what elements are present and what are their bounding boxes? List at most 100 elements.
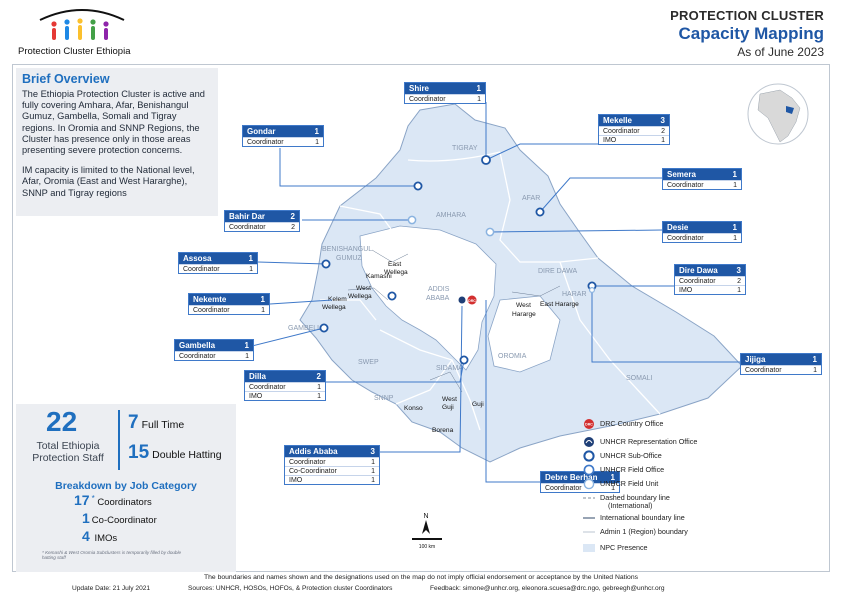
field-office-dilla bbox=[459, 355, 469, 365]
full-time-count: 7 bbox=[128, 412, 139, 433]
role-count: 1 bbox=[249, 266, 253, 273]
zone-label-east-hararge: East Hararge bbox=[540, 301, 579, 308]
legend-label: NPC Presence bbox=[600, 543, 648, 552]
office-name: Jijiga bbox=[745, 355, 766, 364]
office-markers: DRC bbox=[319, 155, 597, 365]
office-name: Dilla bbox=[249, 372, 266, 381]
feedback: Feedback: simone@unhcr.org, eleonora.scu… bbox=[430, 585, 665, 592]
ethiopia-outline bbox=[299, 103, 743, 463]
coordinators-label: Coordinators bbox=[97, 497, 152, 508]
total-staff-label: Total Ethiopia Protection Staff bbox=[32, 440, 104, 464]
unhcr-representation-office-icon bbox=[584, 437, 594, 447]
region-label-somali: SOMALI bbox=[626, 375, 653, 382]
role-count: 2 bbox=[661, 128, 665, 135]
office-box-gambella: Gambella 1 Coordinator 1 bbox=[174, 339, 254, 361]
role-count: 1 bbox=[477, 96, 481, 103]
field-unit-desie bbox=[485, 227, 495, 237]
role-label: Coordinator bbox=[193, 307, 230, 314]
role-label: Coordinator bbox=[247, 139, 284, 146]
brief-overview-box: Brief Overview The Ethiopia Protection C… bbox=[16, 68, 218, 216]
region-label-benishangul: BENISHANGUL bbox=[322, 246, 372, 253]
leader-lines bbox=[243, 102, 742, 483]
office-box-dilla: Dilla 2 Coordinator 1 IMO 1 bbox=[244, 370, 326, 401]
role-label: IMO bbox=[679, 287, 693, 294]
office-box-shire: Shire 1 Coordinator 1 bbox=[404, 82, 486, 104]
zone-label-west-guji-1: West bbox=[442, 396, 457, 403]
cluster-title: PROTECTION CLUSTER bbox=[670, 8, 824, 23]
office-name: Gondar bbox=[247, 127, 276, 136]
legend-label: UNHCR Representation Office bbox=[600, 437, 698, 446]
field-office-gondar bbox=[413, 181, 423, 191]
region-label-tigray: TIGRAY bbox=[452, 145, 478, 152]
office-box-dire-dawa: Dire Dawa 3 Coordinator 2 IMO 1 bbox=[674, 264, 746, 295]
role-count: 1 bbox=[371, 477, 375, 484]
role-label: IMO bbox=[603, 137, 617, 144]
office-name: Gambella bbox=[179, 341, 216, 350]
office-box-gondar: Gondar 1 Coordinator 1 bbox=[242, 125, 324, 147]
role-count: 1 bbox=[737, 287, 741, 294]
office-name: Semera bbox=[667, 170, 696, 179]
office-box-jijiga: Jijiga 1 Coordinator 1 bbox=[740, 353, 822, 375]
co-coordinator-row: 1 Co-Coordinator bbox=[82, 510, 157, 526]
people-figures-icon bbox=[39, 9, 125, 40]
legend-drc-badge-text: DRC bbox=[585, 423, 593, 427]
representation-office-addis bbox=[457, 295, 467, 305]
overview-paragraph-2: IM capacity is limited to the National l… bbox=[22, 165, 195, 198]
office-name: Assosa bbox=[183, 254, 212, 263]
office-total: 1 bbox=[314, 127, 319, 136]
legend-label: UNHCR Field Unit bbox=[600, 479, 659, 488]
office-total: 3 bbox=[736, 266, 741, 275]
office-total: 1 bbox=[732, 170, 737, 179]
region-label-addis: ADDIS bbox=[428, 286, 450, 293]
region-label-harar: HARAR bbox=[562, 291, 587, 298]
role-label: Coordinator bbox=[545, 485, 582, 492]
region-label-swep: SWEP bbox=[358, 359, 379, 366]
office-total: 3 bbox=[370, 447, 375, 456]
office-total: 1 bbox=[260, 295, 265, 304]
zone-label-west-hararge-1: West bbox=[516, 302, 531, 309]
role-label: Coordinator bbox=[249, 384, 286, 391]
role-label: Coordinator bbox=[667, 182, 704, 189]
double-hatting-count: 15 bbox=[128, 442, 150, 463]
role-count: 1 bbox=[245, 353, 249, 360]
legend-label: DRC Country Office bbox=[600, 419, 664, 428]
africa-inset bbox=[747, 83, 809, 145]
role-label: Coordinator bbox=[667, 235, 704, 242]
drc-country-office-addis bbox=[467, 295, 477, 305]
coordinators-mark: * bbox=[91, 493, 95, 503]
office-name: Mekelle bbox=[603, 116, 632, 125]
role-label: Coordinator bbox=[679, 278, 716, 285]
page-title: Capacity Mapping bbox=[678, 24, 824, 43]
international-boundary-icon bbox=[583, 517, 595, 519]
legend-label: Admin 1 (Region) boundary bbox=[600, 527, 688, 536]
office-name: Dire Dawa bbox=[679, 266, 718, 275]
field-unit-jijiga bbox=[588, 287, 595, 294]
unhcr-field-unit-icon bbox=[583, 478, 595, 490]
field-office-shire bbox=[481, 155, 491, 165]
office-box-assosa: Assosa 1 Coordinator 1 bbox=[178, 252, 258, 274]
office-name: Bahir Dar bbox=[229, 212, 266, 221]
zone-label-west-wellega-1: West bbox=[356, 285, 371, 292]
coordinators-count: 17 bbox=[74, 492, 90, 508]
overview-title: Brief Overview bbox=[22, 72, 110, 86]
breakdown-title: Breakdown by Job Category bbox=[55, 480, 197, 492]
role-count: 2 bbox=[291, 224, 295, 231]
unhcr-sub-office-icon bbox=[583, 450, 595, 462]
office-box-desie: Desie 1 Coordinator 1 bbox=[662, 221, 742, 243]
zone-label-west-guji-2: Guji bbox=[442, 404, 454, 411]
legend-label: UNHCR Field Office bbox=[600, 465, 665, 474]
region-label-sidama: SIDAMA bbox=[436, 365, 463, 372]
role-label: Coordinator bbox=[289, 459, 326, 466]
staff-summary-box: 22 Total Ethiopia Protection Staff 7 Full… bbox=[16, 404, 236, 572]
drc-badge-text: DRC bbox=[468, 299, 476, 303]
office-box-semera: Semera 1 Coordinator 1 bbox=[662, 168, 742, 190]
office-total: 2 bbox=[316, 372, 321, 381]
zone-label-kelem-2: Wellega bbox=[322, 304, 346, 311]
office-total: 1 bbox=[248, 254, 253, 263]
zone-boundaries bbox=[347, 249, 561, 393]
role-count: 1 bbox=[371, 459, 375, 466]
office-name: Nekemte bbox=[193, 295, 227, 304]
ethiopia-highlight bbox=[786, 106, 794, 114]
disclaimer: The boundaries and names shown and the d… bbox=[203, 574, 638, 581]
